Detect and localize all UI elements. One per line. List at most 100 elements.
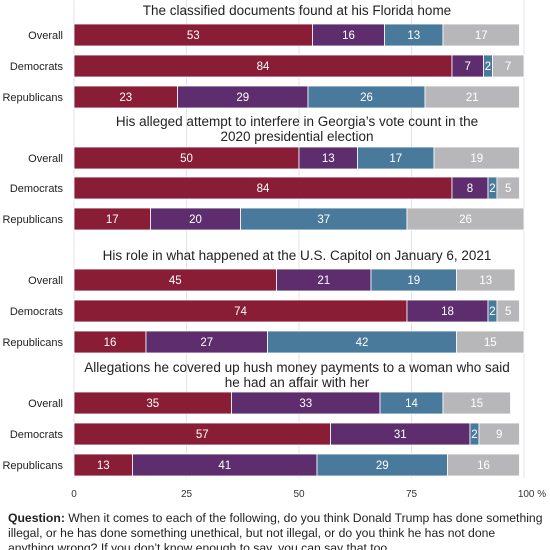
- bar-row: Republicans 16 27 42 15: [2, 330, 525, 354]
- row-label: Republicans: [2, 337, 63, 349]
- row-label: Democrats: [10, 429, 64, 441]
- data-label: 17: [389, 153, 402, 165]
- data-label: 2: [471, 429, 477, 441]
- data-label: 7: [505, 61, 511, 73]
- data-label: 26: [459, 214, 472, 226]
- bar-row: Democrats 57 31 2 9: [10, 422, 520, 446]
- bar-segment: [447, 453, 520, 477]
- bar-row: Overall 35 33 14 15: [28, 391, 511, 415]
- bar-segment: [424, 85, 520, 109]
- data-label: 5: [505, 183, 511, 195]
- row-label: Democrats: [10, 306, 64, 318]
- data-label: 20: [189, 214, 202, 226]
- question-footnote: Question: When it comes to each of the f…: [8, 511, 544, 550]
- panel-title-line: His role in what happened at the U.S. Ca…: [103, 248, 492, 263]
- data-label: 2: [489, 183, 495, 195]
- row-label: Overall: [28, 153, 63, 165]
- bar-segment: [478, 422, 520, 446]
- data-label: 53: [187, 30, 200, 42]
- data-label: 17: [106, 214, 119, 226]
- data-label: 16: [477, 460, 490, 472]
- data-label: 84: [257, 61, 270, 73]
- panel-title: The classified documents found at his Fl…: [143, 3, 451, 18]
- panel-title-line: The classified documents found at his Fl…: [143, 3, 451, 18]
- row-label: Republicans: [2, 460, 63, 472]
- row-label: Republicans: [2, 92, 63, 104]
- chart-panel: Allegations he covered up hush money pay…: [2, 360, 520, 477]
- x-tick-label: 0: [71, 489, 77, 500]
- data-label: 19: [407, 275, 420, 287]
- bar-segment: [442, 23, 520, 47]
- chart-panel: The classified documents found at his Fl…: [2, 3, 525, 109]
- x-axis: 0 25 50 75 100 %: [71, 489, 546, 500]
- row-label: Democrats: [10, 183, 64, 195]
- panel-title: His role in what happened at the U.S. Ca…: [103, 248, 492, 263]
- bar-row: Democrats 74 18 2 5: [10, 299, 520, 323]
- panel-title-line: 2020 presidential election: [220, 129, 373, 144]
- bar-row: Republicans 23 29 26 21: [2, 85, 520, 109]
- panel-title-line: Allegations he covered up hush money pay…: [84, 360, 510, 375]
- row-label: Democrats: [10, 61, 64, 73]
- data-label: 33: [299, 398, 312, 410]
- bar-segment: [456, 330, 525, 354]
- data-label: 42: [356, 337, 369, 349]
- chart-canvas: The classified documents found at his Fl…: [2, 0, 546, 500]
- data-label: 19: [470, 153, 483, 165]
- x-tick-label: 75: [406, 489, 418, 500]
- data-label: 13: [407, 30, 420, 42]
- data-label: 15: [484, 337, 497, 349]
- question-label: Question:: [8, 511, 65, 525]
- data-label: 74: [234, 306, 247, 318]
- row-label: Republicans: [2, 214, 63, 226]
- data-label: 31: [394, 429, 407, 441]
- data-label: 2: [489, 306, 495, 318]
- data-label: 15: [470, 398, 483, 410]
- panel-title-line: His alleged attempt to interfere in Geor…: [116, 114, 478, 129]
- data-label: 13: [479, 275, 492, 287]
- data-label: 2: [485, 61, 491, 73]
- bar-row: Republicans 13 41 29 16: [2, 453, 520, 477]
- data-label: 41: [218, 460, 231, 472]
- data-label: 23: [119, 92, 132, 104]
- bar-row: Overall 45 21 19 13: [28, 268, 516, 292]
- bar-row: Democrats 84 7 2 7: [10, 54, 525, 78]
- bar-row: Overall 53 16 13 17: [28, 23, 520, 47]
- question-text: When it comes to each of the following, …: [8, 511, 543, 550]
- data-label: 14: [405, 398, 418, 410]
- x-tick-label: 50: [293, 489, 305, 500]
- data-label: 35: [146, 398, 159, 410]
- row-label: Overall: [28, 398, 63, 410]
- data-label: 45: [169, 275, 182, 287]
- data-label: 18: [441, 306, 454, 318]
- data-label: 16: [104, 337, 117, 349]
- bar-row: Overall 50 13 17 19: [28, 146, 520, 170]
- data-label: 29: [376, 460, 389, 472]
- data-label: 26: [360, 92, 373, 104]
- bar-segment: [433, 146, 520, 170]
- data-label: 50: [180, 153, 193, 165]
- data-label: 29: [236, 92, 249, 104]
- x-tick-label: 100 %: [518, 489, 546, 500]
- chart-panel: His alleged attempt to interfere in Geor…: [2, 114, 525, 231]
- data-label: 13: [322, 153, 335, 165]
- panel-title-line: he had an affair with her: [225, 375, 370, 390]
- bar-segment: [456, 268, 516, 292]
- bar-segment: [496, 176, 520, 200]
- bar-segment: [496, 299, 520, 323]
- row-label: Overall: [28, 275, 63, 287]
- bar-segment: [492, 54, 525, 78]
- data-label: 84: [257, 183, 270, 195]
- data-label: 21: [317, 275, 330, 287]
- data-label: 7: [465, 61, 471, 73]
- data-label: 21: [466, 92, 479, 104]
- data-label: 57: [196, 429, 209, 441]
- data-label: 13: [97, 460, 110, 472]
- bar-segment: [442, 391, 511, 415]
- chart-panel: His role in what happened at the U.S. Ca…: [2, 248, 525, 354]
- data-label: 37: [317, 214, 330, 226]
- bar-segment: [406, 207, 525, 231]
- data-label: 5: [505, 306, 511, 318]
- bar-row: Democrats 84 8 2 5: [10, 176, 520, 200]
- data-label: 27: [200, 337, 213, 349]
- data-label: 9: [496, 429, 502, 441]
